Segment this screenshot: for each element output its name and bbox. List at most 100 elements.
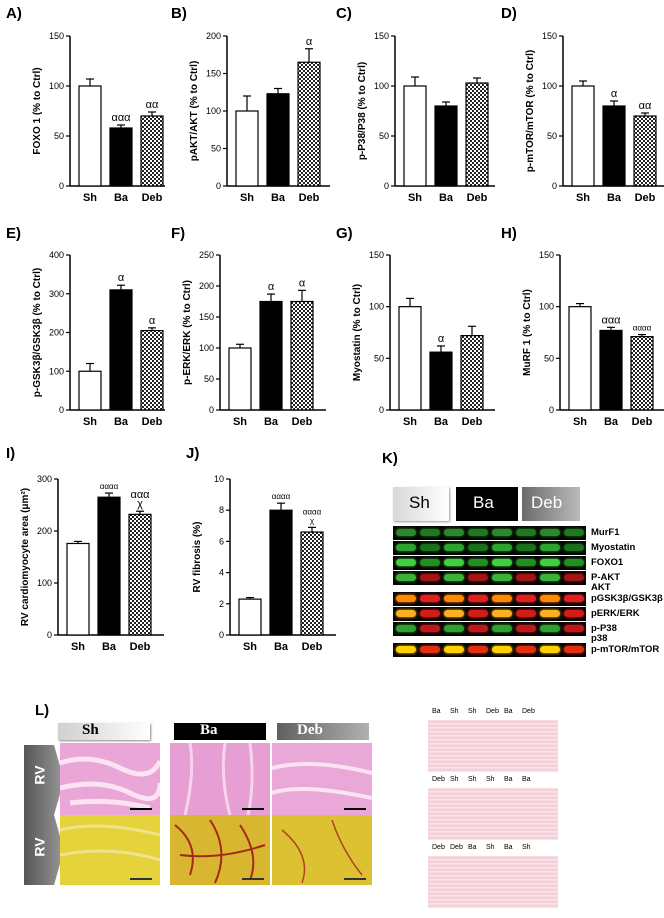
blot-row-label: AKT — [591, 582, 611, 593]
x-tick-label: Deb — [292, 416, 313, 428]
blot-band — [444, 625, 464, 632]
bar-sh — [238, 598, 262, 636]
blot-band — [444, 559, 464, 566]
y-tick-label: 200 — [206, 31, 221, 41]
significance-label: αα — [639, 100, 652, 112]
membrane-lane-label: Ba — [432, 708, 441, 715]
blot-row-label: FOXO1 — [591, 557, 624, 568]
x-tick-label: Ba — [114, 192, 129, 204]
x-tick-label: Sh — [576, 192, 590, 204]
blot-band — [444, 646, 464, 653]
bar-sh — [66, 542, 90, 636]
membrane-lane-label: Sh — [522, 844, 531, 851]
y-tick-label: 100 — [369, 302, 384, 312]
histo-he-ba-image — [170, 743, 270, 815]
histo-he-deb-image — [272, 743, 372, 815]
bar-ba — [266, 93, 290, 187]
blot-row-label: MurF1 — [591, 527, 620, 538]
panel-label-3: D) — [501, 5, 517, 22]
x-tick-label: Sh — [240, 192, 254, 204]
blot-band — [492, 595, 512, 602]
membrane-lane-label: Deb — [486, 708, 499, 715]
y-tick-label: 0 — [384, 181, 389, 191]
blot-band — [420, 625, 440, 632]
ponceau-membranes: Ba Sh Sh Deb Ba Deb Deb Sh Sh Sh Ba Ba Deb Deb Ba Sh Ba S… — [422, 708, 664, 918]
y-tick-label: 100 — [374, 81, 389, 91]
y-axis-label: RV cardiomyocyte area (μm²) — [20, 488, 31, 626]
blot-band — [468, 529, 488, 536]
ponceau-membrane — [428, 720, 558, 772]
blot-band — [420, 595, 440, 602]
bar-ba — [269, 509, 293, 636]
blot-rows: MurF1 Myostatin FOXO1 P-AKT AKT pGSK3β/GSK3β p… — [393, 526, 663, 659]
blot-band — [516, 574, 536, 581]
significance-label: α — [118, 272, 125, 284]
membrane-lane-label: Ba — [522, 776, 531, 783]
blot-band — [516, 610, 536, 617]
membrane-lane-label: Sh — [486, 844, 495, 851]
bar-ba — [429, 351, 453, 411]
panel-label-6: G) — [336, 225, 353, 242]
bar-sh — [568, 306, 592, 411]
bar-chart-0: A) 0 50 100 150 FOXO 1 (% to Ctrl) Sh Ba ααα Deb α… — [6, 5, 165, 204]
x-tick-label: Ba — [607, 192, 622, 204]
significance-label: αααα — [100, 482, 119, 491]
blot-band — [564, 574, 584, 581]
blot-band — [564, 529, 584, 536]
membrane-lane-label: Deb — [432, 844, 445, 851]
bar-deb — [140, 115, 164, 187]
western-blot-figure: Sh Ba Deb MurF1 Myostatin FOXO1 P-AKT AKT pGS… — [385, 483, 664, 659]
panel-label-l: L) — [35, 702, 50, 719]
y-axis-label: pAKT/AKT (% to Ctrl) — [189, 61, 200, 162]
blot-row-label: p-P38 — [591, 623, 617, 634]
panel-label-7: H) — [501, 225, 517, 242]
y-tick-label: 50 — [54, 131, 64, 141]
blot-band — [492, 610, 512, 617]
blot-band — [540, 625, 560, 632]
y-axis-label: p-mTOR/mTOR (% to Ctrl) — [525, 50, 536, 172]
y-tick-label: 0 — [219, 630, 224, 640]
bar-ba — [109, 127, 133, 187]
blot-band — [396, 559, 416, 566]
ponceau-membrane — [428, 856, 558, 908]
bar-ba — [599, 329, 623, 411]
membrane-lane-label: Sh — [468, 776, 477, 783]
bar-chart-2: C) 0 50 100 150 p-P38/P38 (% to Ctrl) Sh Ba Deb — [336, 5, 495, 204]
x-tick-label: Ba — [604, 416, 619, 428]
significance-label: αααα — [303, 507, 322, 516]
blot-row-label: P-AKT — [591, 572, 621, 583]
blot-band — [396, 625, 416, 632]
y-tick-label: 8 — [219, 505, 224, 515]
blot-band — [420, 529, 440, 536]
x-tick-label: Deb — [462, 416, 483, 428]
blot-band — [468, 595, 488, 602]
bar-sh — [398, 306, 422, 411]
y-tick-label: 100 — [199, 343, 214, 353]
panel-label-8: I) — [6, 445, 15, 462]
y-tick-label: 6 — [219, 536, 224, 546]
bar-ba — [259, 300, 283, 411]
blot-band — [540, 610, 560, 617]
x-tick-label: Sh — [408, 192, 422, 204]
blot-row-label: p38 — [591, 633, 608, 644]
bar-sh — [403, 85, 427, 187]
y-tick-label: 0 — [59, 405, 64, 415]
bar-ba — [109, 289, 133, 411]
y-axis-label: MuRF 1 (% to Ctrl) — [522, 289, 533, 376]
significance-label: α — [299, 277, 306, 289]
y-tick-label: 200 — [37, 526, 52, 536]
significance-label: χ — [137, 498, 143, 510]
blot-strip — [393, 592, 586, 606]
blot-strip — [393, 643, 586, 657]
blot-band — [564, 559, 584, 566]
x-tick-label: Sh — [573, 416, 587, 428]
significance-label: α — [438, 333, 445, 345]
histo-header-deb — [277, 723, 369, 740]
bar-sh — [571, 85, 595, 187]
bar-chart-4: E) 0 100 200 300 400 p-GSK3β/GSK3β (% to Ctrl)… — [6, 225, 165, 428]
y-tick-label: 50 — [544, 353, 554, 363]
blot-band — [540, 529, 560, 536]
histo-header-deb-label: Deb — [297, 722, 323, 738]
histo-he-sh-image — [60, 743, 160, 815]
x-tick-label: Sh — [83, 192, 97, 204]
